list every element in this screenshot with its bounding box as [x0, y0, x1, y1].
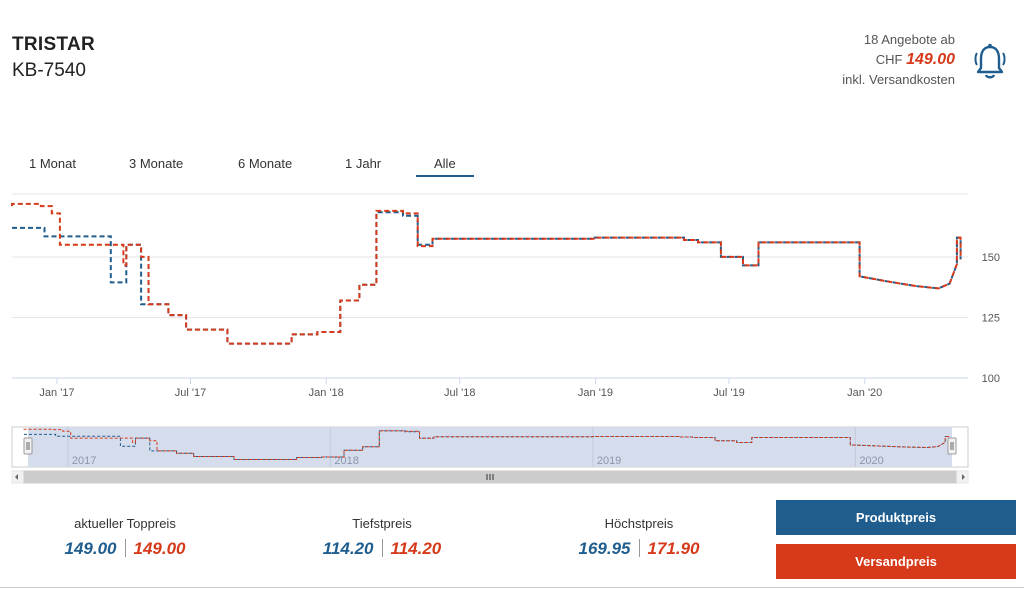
stat-highest: Höchstpreis 169.95 171.90: [569, 516, 709, 559]
range-selected-indicator: [416, 175, 474, 177]
legend-shipping-price-button[interactable]: Versandpreis: [776, 544, 1016, 579]
legend-product-price-button[interactable]: Produktpreis: [776, 500, 1016, 535]
handle-body: [23, 437, 33, 455]
y-tick-label: 100: [982, 373, 1000, 385]
navigator: 2017 2018 2019 2020: [11, 426, 969, 484]
offer-price-line: CHF 149.00: [842, 50, 955, 70]
offer-price: 149.00: [906, 51, 955, 68]
stat-current-top: aktueller Toppreis 149.00 149.00: [55, 516, 195, 559]
stat-product-value: 114.20: [322, 539, 374, 558]
offers-count: 18 Angebote ab: [863, 32, 955, 47]
navigator-selection: [28, 427, 952, 467]
stat-shipping-value: 114.20: [390, 539, 442, 558]
navigator-year-label: 2020: [859, 455, 883, 467]
offer-summary[interactable]: 18 Angebote ab CHF 149.00 inkl. Versandk…: [842, 30, 955, 90]
scroll-left-arrow-icon: [15, 474, 18, 480]
range-3-months[interactable]: 3 Monate: [129, 156, 184, 171]
currency: CHF: [875, 52, 903, 67]
brand-name: TRISTAR: [12, 34, 96, 55]
model-name: KB-7540: [12, 60, 86, 81]
stat-product-value: 149.00: [64, 539, 117, 558]
stat-title: Höchstpreis: [604, 516, 674, 531]
stat-separator: [381, 539, 383, 557]
shipping-note: inkl. Versandkosten: [842, 72, 955, 87]
bell-icon[interactable]: [972, 42, 1008, 82]
x-tick-label: Jul '17: [175, 387, 206, 399]
y-axis-labels: 100 125 150: [982, 252, 1000, 385]
stat-values: 169.95 171.90: [569, 539, 709, 559]
bottom-divider: [0, 587, 1024, 588]
x-tick-label: Jul '18: [444, 387, 475, 399]
series-product-line: [12, 211, 962, 345]
range-6-months[interactable]: 6 Monate: [238, 156, 293, 171]
stat-values: 114.20 114.20: [312, 539, 452, 559]
scroll-right-arrow-icon: [962, 474, 965, 480]
x-axis-labels: Jan '17 Jul '17 Jan '18 Jul '18 Jan '19 Jul '…: [39, 378, 882, 399]
navigator-year-label: 2018: [334, 455, 358, 467]
stat-title: Tiefstpreis: [352, 516, 412, 531]
stat-values: 149.00 149.00: [55, 539, 195, 559]
navigator-year-label: 2019: [597, 455, 621, 467]
navigator-handle-left[interactable]: [23, 437, 33, 455]
x-tick-label: Jan '17: [39, 387, 74, 399]
range-1-year[interactable]: 1 Jahr: [345, 156, 382, 171]
stat-shipping-value: 171.90: [647, 539, 700, 558]
x-tick-label: Jan '19: [578, 387, 613, 399]
stat-separator: [638, 539, 640, 557]
stat-lowest: Tiefstpreis 114.20 114.20: [312, 516, 452, 559]
stat-separator: [124, 539, 126, 557]
stat-title: aktueller Toppreis: [74, 516, 176, 531]
stat-product-value: 169.95: [578, 539, 631, 558]
navigator-scrollbar[interactable]: [11, 470, 969, 484]
stat-shipping-value: 149.00: [133, 539, 186, 558]
x-tick-label: Jul '19: [713, 387, 744, 399]
y-tick-label: 125: [982, 312, 1000, 324]
navigator-year-label: 2017: [72, 455, 96, 467]
chart-series: [11, 202, 962, 345]
series-shipping-line: [11, 202, 962, 345]
range-all[interactable]: Alle: [434, 156, 456, 171]
chart-grid: [12, 193, 968, 379]
y-tick-label: 150: [982, 252, 1000, 264]
x-tick-label: Jan '18: [309, 387, 344, 399]
handle-body: [947, 437, 957, 455]
x-tick-label: Jan '20: [847, 387, 882, 399]
navigator-handle-right[interactable]: [947, 437, 957, 455]
navigator-shipping-line: [23, 428, 950, 460]
range-1-month[interactable]: 1 Monat: [29, 156, 76, 171]
